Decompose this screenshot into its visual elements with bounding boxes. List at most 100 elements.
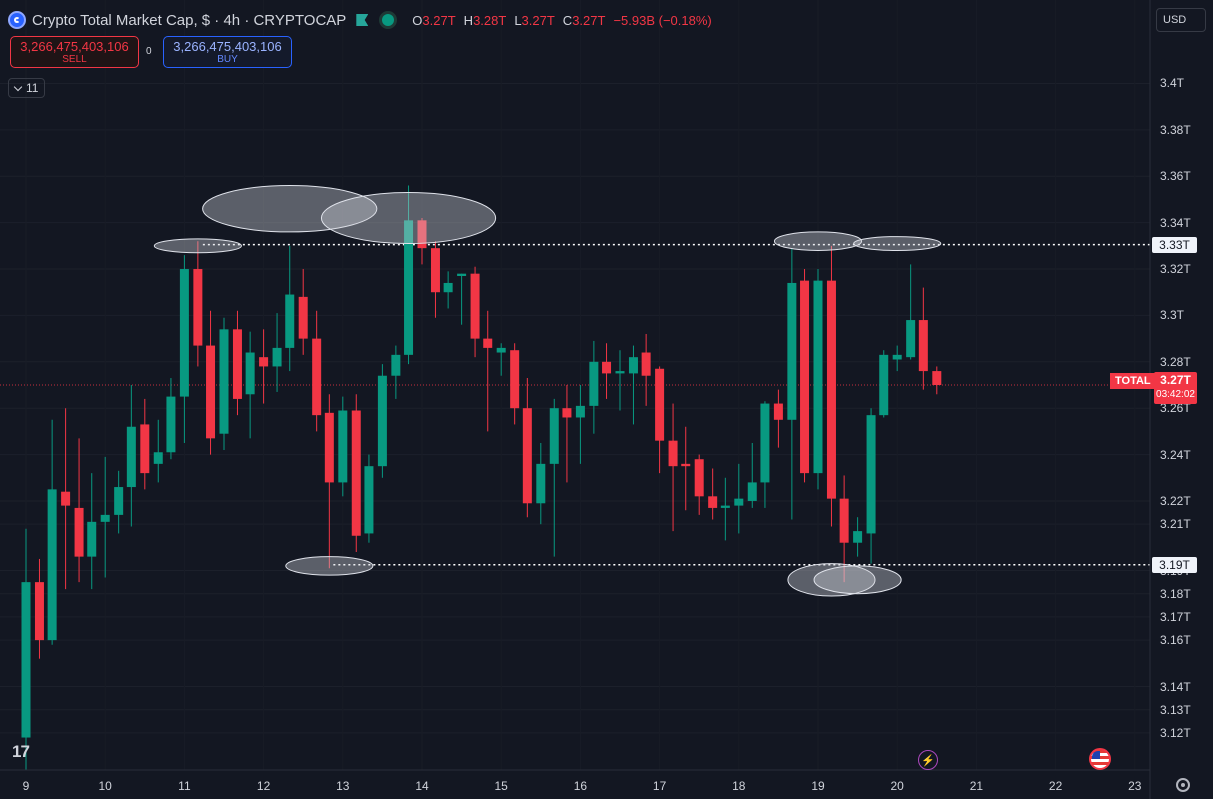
indicator-count: 11	[26, 81, 39, 95]
time-tick-label: 14	[415, 779, 429, 793]
time-tick-label: 16	[573, 779, 588, 793]
spread-value: 0	[146, 46, 152, 57]
candle	[470, 266, 480, 358]
settings-gear-icon[interactable]	[1176, 778, 1190, 792]
candle-body	[483, 338, 493, 348]
annotation-ellipse	[153, 238, 242, 254]
candle	[589, 340, 599, 434]
buy-price: 3,266,475,403,106	[173, 39, 282, 54]
annotation-ellipse	[285, 556, 374, 576]
price-tick-label: 3.38T	[1160, 122, 1191, 137]
market-status-icon[interactable]	[382, 14, 395, 26]
candle-body	[391, 354, 401, 376]
candle-body	[734, 498, 744, 506]
ohlc-item: H3.28T	[464, 13, 507, 28]
ohlc-value: 3.27T	[572, 12, 606, 28]
candle-body	[589, 361, 599, 406]
annotation-ellipse	[813, 565, 902, 595]
candle	[100, 456, 110, 578]
candle	[179, 255, 189, 443]
sell-label: SELL	[62, 54, 87, 65]
candle-body	[839, 498, 849, 543]
candle-body	[219, 329, 229, 434]
candle	[298, 269, 308, 355]
candle-body	[364, 466, 374, 534]
buy-label: BUY	[217, 54, 238, 65]
candle-body	[760, 403, 770, 483]
time-tick-label: 9	[22, 779, 30, 793]
candle	[74, 438, 84, 583]
buy-button[interactable]: 3,266,475,403,106 BUY	[163, 36, 292, 68]
candle	[853, 517, 863, 557]
candle	[655, 366, 665, 474]
candle	[932, 366, 942, 395]
candle-body	[668, 440, 678, 467]
candle-body	[457, 273, 467, 276]
current-price: 3.27T	[1160, 373, 1191, 387]
candle	[496, 343, 506, 376]
candle	[443, 271, 453, 309]
time-tick-label: 13	[336, 779, 350, 793]
time-tick-label: 18	[732, 779, 746, 793]
candle-body	[232, 329, 242, 399]
candle	[510, 343, 520, 425]
candle	[892, 345, 902, 372]
candle-body	[628, 357, 638, 374]
candle	[153, 419, 163, 483]
candle	[602, 343, 612, 399]
candle	[47, 419, 57, 645]
time-tick-label: 12	[256, 779, 271, 793]
candle	[21, 528, 31, 770]
sell-button[interactable]: 3,266,475,403,106 SELL	[10, 36, 139, 68]
candle-body	[575, 405, 585, 418]
candle-body	[866, 415, 876, 534]
us-flag-icon[interactable]	[1089, 748, 1111, 770]
candle-body	[285, 294, 295, 348]
candle	[549, 398, 559, 557]
candle-body	[351, 410, 361, 536]
candle	[575, 385, 585, 464]
candle	[760, 401, 770, 508]
candle-body	[324, 412, 334, 483]
candle-body	[536, 463, 546, 504]
candle	[377, 364, 387, 478]
price-tick-label: 3.16T	[1160, 633, 1191, 648]
candle-body	[708, 496, 718, 508]
candle-body	[826, 280, 836, 499]
candle	[787, 248, 797, 520]
candle-body	[430, 248, 440, 293]
candle-body	[773, 403, 783, 420]
candle-body	[34, 582, 44, 641]
candle-body	[694, 459, 704, 497]
symbol-title[interactable]: Crypto Total Market Cap, $ · 4h · CRYPTO…	[32, 11, 347, 29]
symbol-total-tag: TOTAL	[1110, 373, 1156, 389]
candle	[773, 389, 783, 448]
ohlc-key: C	[562, 12, 573, 28]
currency-selector[interactable]: USD	[1156, 8, 1206, 32]
candle	[430, 241, 440, 318]
time-tick-label: 11	[178, 779, 191, 793]
candle-body	[681, 463, 691, 467]
price-tick-label: 3.26T	[1160, 401, 1191, 416]
price-tick-label: 3.18T	[1160, 586, 1191, 601]
candle-body	[272, 347, 282, 367]
ohlc-item: O3.27T	[412, 13, 455, 28]
lightning-icon[interactable]: ⚡	[918, 750, 938, 770]
candle	[747, 442, 757, 508]
tradingview-logo[interactable]: 17	[12, 742, 30, 761]
candle	[813, 269, 823, 490]
candle-body	[245, 352, 255, 395]
time-tick-label: 10	[98, 779, 112, 793]
candle-body	[114, 487, 124, 515]
time-tick-label: 15	[494, 779, 508, 793]
candle	[272, 313, 282, 392]
candle-body	[100, 514, 110, 522]
annotation-ellipse	[320, 192, 497, 245]
candle	[324, 394, 334, 569]
flag-icon[interactable]	[356, 14, 369, 26]
candle	[338, 396, 348, 497]
candle	[87, 473, 97, 590]
ohlc-value: 3.27T	[521, 12, 555, 28]
indicators-toggle[interactable]: 11	[8, 78, 46, 98]
